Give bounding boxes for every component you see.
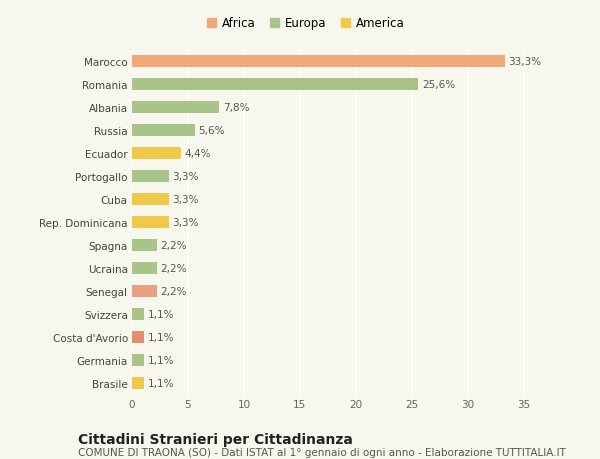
Text: 2,2%: 2,2% (160, 241, 187, 251)
Text: 3,3%: 3,3% (172, 195, 199, 205)
Text: 1,1%: 1,1% (148, 378, 174, 388)
Bar (132, 124, 194, 137)
Text: COMUNE DI TRAONA (SO) - Dati ISTAT al 1° gennaio di ogni anno - Elaborazione TUT: COMUNE DI TRAONA (SO) - Dati ISTAT al 1°… (78, 448, 566, 458)
Text: 4,4%: 4,4% (185, 149, 211, 159)
Bar (132, 56, 505, 68)
Text: 2,2%: 2,2% (160, 263, 187, 274)
Legend: Africa, Europa, America: Africa, Europa, America (205, 15, 407, 33)
Bar (132, 216, 169, 229)
Text: 1,1%: 1,1% (148, 309, 174, 319)
Text: Cittadini Stranieri per Cittadinanza: Cittadini Stranieri per Cittadinanza (78, 432, 353, 446)
Bar (132, 239, 157, 252)
Text: 5,6%: 5,6% (198, 126, 224, 136)
Text: 1,1%: 1,1% (148, 355, 174, 365)
Bar (132, 193, 169, 206)
Bar (132, 377, 145, 390)
Bar (132, 147, 181, 160)
Bar (132, 308, 145, 321)
Bar (132, 285, 157, 298)
Text: 3,3%: 3,3% (172, 218, 199, 228)
Text: 2,2%: 2,2% (160, 286, 187, 297)
Bar (132, 262, 157, 275)
Text: 25,6%: 25,6% (422, 80, 455, 90)
Text: 33,3%: 33,3% (508, 57, 541, 67)
Bar (132, 170, 169, 183)
Bar (132, 101, 219, 114)
Bar (132, 354, 145, 367)
Text: 1,1%: 1,1% (148, 332, 174, 342)
Text: 7,8%: 7,8% (223, 103, 249, 113)
Text: 3,3%: 3,3% (172, 172, 199, 182)
Bar (132, 78, 418, 91)
Bar (132, 331, 145, 344)
